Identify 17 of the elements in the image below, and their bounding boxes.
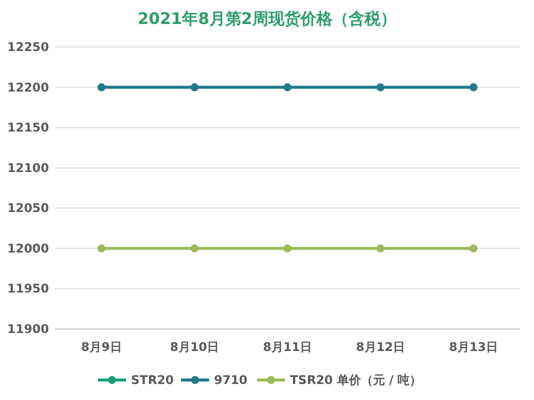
legend-label: 9710 xyxy=(214,373,248,387)
category-label: 8月9日 xyxy=(81,340,122,354)
y-tick-label: 12000 xyxy=(7,241,49,256)
y-tick-label: 12050 xyxy=(7,201,49,216)
category-label: 8月12日 xyxy=(356,340,406,354)
y-tick-label: 12150 xyxy=(7,120,49,135)
y-tick-label: 11950 xyxy=(7,282,49,296)
category-label: 8月10日 xyxy=(170,340,220,354)
legend-label: TSR20 单价（元 / 吨） xyxy=(290,373,422,387)
category-label: 8月11日 xyxy=(262,340,312,354)
chart-title: 2021年8月第2周现货价格（含税） xyxy=(138,9,396,28)
y-tick-label: 12200 xyxy=(7,80,49,94)
legend-label: STR20 xyxy=(131,373,174,387)
category-label: 8月13日 xyxy=(448,340,498,354)
y-tick-label: 12100 xyxy=(7,160,49,175)
y-tick-label: 11900 xyxy=(7,322,49,336)
y-tick-label: 12250 xyxy=(7,40,49,54)
